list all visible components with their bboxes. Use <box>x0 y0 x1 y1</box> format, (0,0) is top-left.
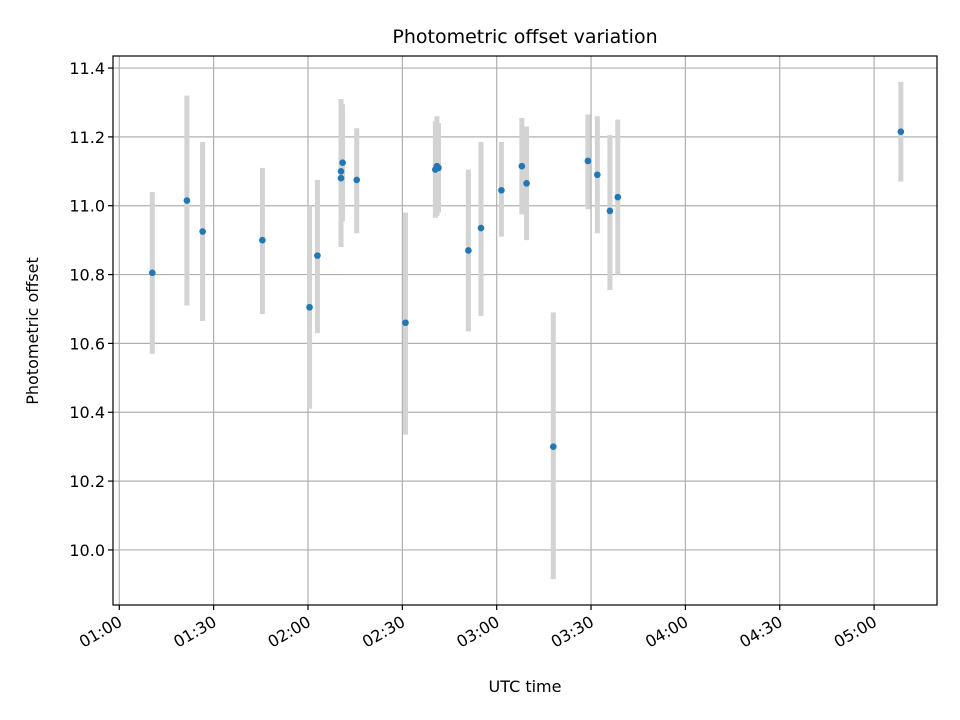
data-point <box>465 247 472 254</box>
grid-layer <box>113 56 937 605</box>
data-point <box>353 176 361 184</box>
data-point <box>897 128 905 136</box>
data-point <box>614 193 622 201</box>
data-point <box>523 180 530 187</box>
y-axis-title: Photometric offset <box>23 257 42 405</box>
data-point <box>498 186 505 194</box>
data-point <box>337 174 345 182</box>
data-point <box>314 252 321 259</box>
data-point <box>477 224 485 232</box>
y-tick-label: 10.0 <box>69 541 105 560</box>
y-tick-label: 10.4 <box>69 403 105 422</box>
data-point <box>306 303 313 311</box>
point-layer <box>149 128 905 450</box>
plot-frame <box>112 55 938 606</box>
data-point <box>584 157 592 165</box>
data-point <box>594 171 601 179</box>
data-point <box>149 269 156 277</box>
data-point <box>435 164 442 172</box>
data-point <box>402 319 409 327</box>
y-tick-label: 10.6 <box>69 334 105 353</box>
y-axis: 10.0 10.2 10.4 10.6 10.8 11.0 11.2 11.4 <box>69 59 113 560</box>
data-point <box>259 236 266 244</box>
data-point <box>337 168 345 175</box>
y-tick-label: 11.0 <box>69 197 105 216</box>
data-point <box>606 207 614 215</box>
chart-title: Photometric offset variation <box>392 26 657 48</box>
y-tick-label: 10.8 <box>69 266 105 285</box>
data-point <box>339 159 346 167</box>
data-point <box>550 443 557 450</box>
y-tick-label: 10.2 <box>69 472 105 491</box>
data-point <box>518 162 526 170</box>
y-tick-label: 11.4 <box>69 59 105 78</box>
x-axis-title: UTC time <box>489 677 562 696</box>
data-point <box>199 228 206 235</box>
y-tick-label: 11.2 <box>69 128 105 147</box>
data-point <box>183 197 191 204</box>
